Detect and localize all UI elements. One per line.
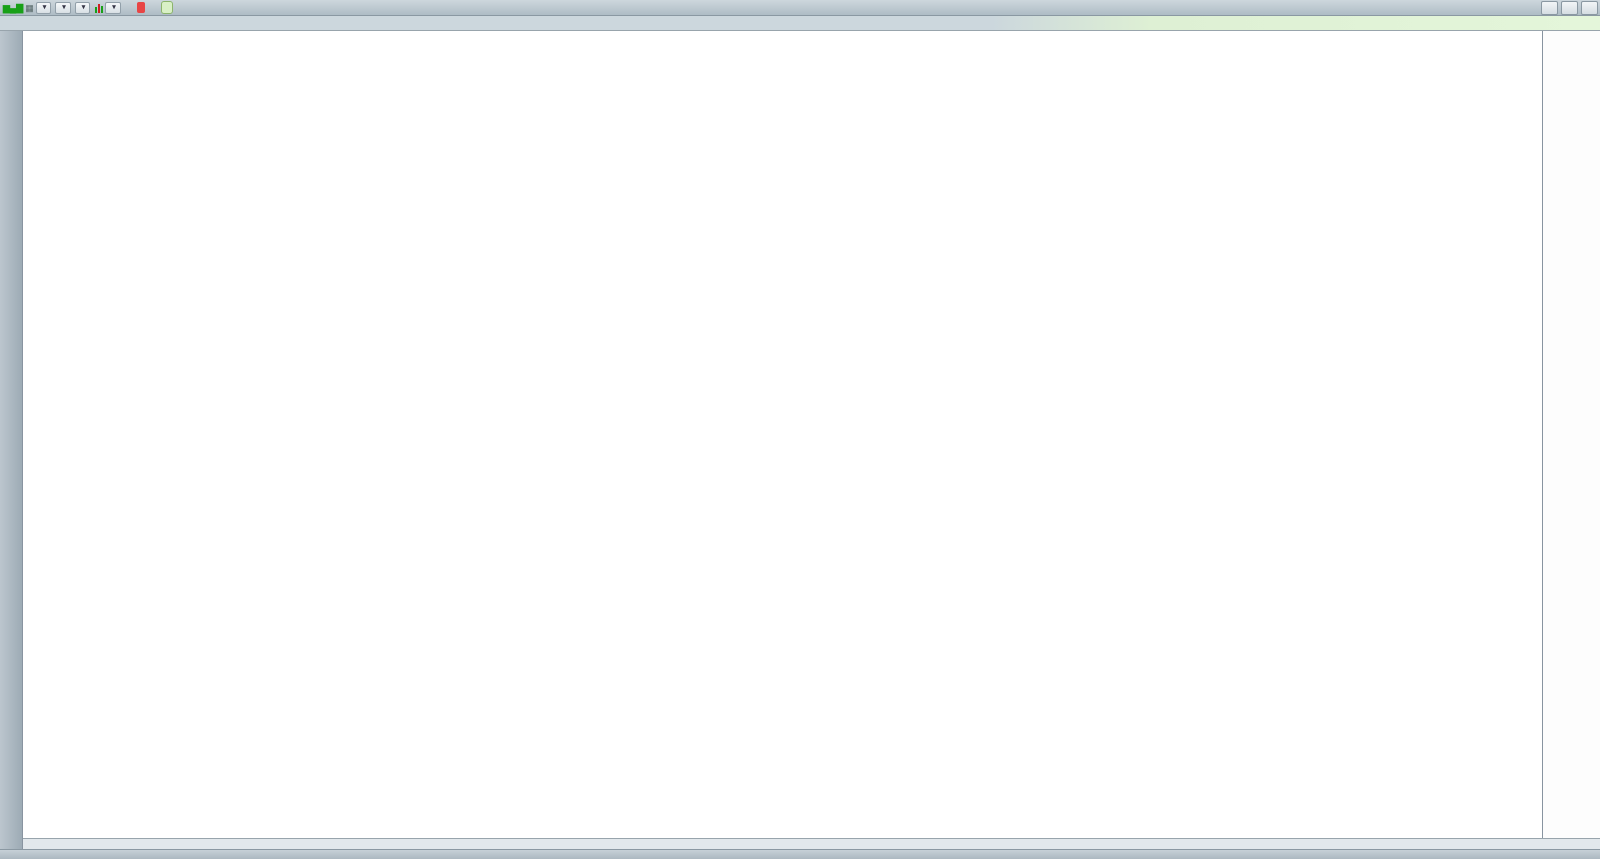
- close-button[interactable]: [1581, 1, 1598, 15]
- minimize-button[interactable]: [1541, 1, 1558, 15]
- workspace-layout-icon[interactable]: ▦: [25, 2, 34, 13]
- time-axis[interactable]: [22, 838, 1600, 850]
- period-selector[interactable]: ▾: [55, 1, 71, 14]
- indicator-legend-bar: [0, 16, 1600, 31]
- symbol-selector[interactable]: ▾: [35, 1, 52, 14]
- titlebar: ▆▄▇ ▦ ▾ ▾ ▾ ▾: [0, 0, 1600, 16]
- price-axis[interactable]: [1542, 31, 1600, 838]
- window-controls: [1538, 1, 1598, 15]
- status-bar: [0, 849, 1600, 859]
- instrument-badge: [160, 1, 173, 14]
- indicators-chart-icon: [95, 3, 104, 13]
- indicators-selector[interactable]: ▾: [105, 1, 121, 14]
- app-icon: ▆▄▇: [3, 2, 24, 13]
- change-badge: [136, 2, 145, 13]
- drawing-toolbar: [0, 31, 23, 849]
- restore-button[interactable]: [1561, 1, 1578, 15]
- units-selector[interactable]: ▾: [74, 1, 91, 14]
